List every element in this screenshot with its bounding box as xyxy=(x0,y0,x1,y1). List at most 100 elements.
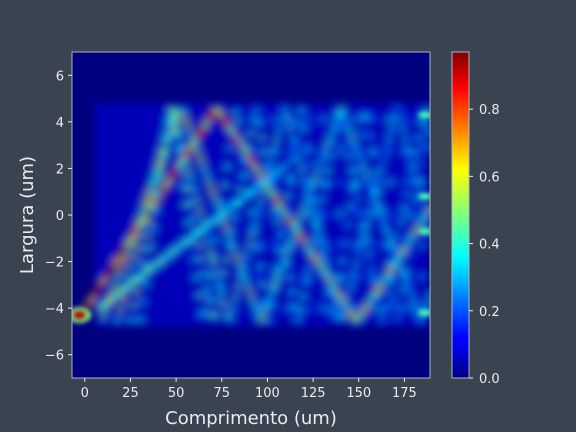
field-blob xyxy=(153,176,163,184)
field-blob xyxy=(135,316,145,323)
field-blob xyxy=(351,167,361,174)
field-blob xyxy=(420,141,430,148)
field-blob xyxy=(125,316,135,323)
field-blob xyxy=(287,288,297,296)
field-blob xyxy=(350,178,363,187)
field-blob xyxy=(230,247,240,254)
field-blob xyxy=(310,198,320,205)
field-blob xyxy=(112,277,122,284)
field-blob xyxy=(230,109,240,116)
field-blob xyxy=(350,115,363,124)
field-blob xyxy=(115,306,125,313)
field-blob xyxy=(373,187,383,194)
field-blob xyxy=(246,291,256,298)
field-blob xyxy=(383,115,396,124)
field-blob xyxy=(227,228,237,235)
field-blob xyxy=(269,283,279,290)
colorbar-tick-label: 0.0 xyxy=(479,372,500,387)
field-blob xyxy=(369,279,379,286)
field-blob xyxy=(357,130,367,138)
field-blob xyxy=(235,186,245,193)
field-blob xyxy=(178,183,188,190)
field-blob xyxy=(184,219,194,227)
field-blob xyxy=(296,107,306,114)
field-blob xyxy=(129,253,139,261)
field-blob xyxy=(255,263,265,270)
field-blob xyxy=(367,241,380,250)
field-blob xyxy=(304,265,314,272)
field-blob xyxy=(262,162,272,170)
field-blob xyxy=(195,292,205,299)
field-blob xyxy=(291,138,301,145)
field-blob xyxy=(408,295,418,302)
field-blob xyxy=(205,297,215,305)
field-blob xyxy=(367,209,380,218)
field-blob xyxy=(321,260,331,268)
field-blob xyxy=(137,298,147,305)
field-blob xyxy=(173,147,183,154)
field-blob xyxy=(197,159,207,166)
field-blob xyxy=(400,209,413,218)
input-spot xyxy=(73,311,86,320)
colorbar-ticks: 0.0 0.2 0.4 0.6 0.8 xyxy=(469,103,500,387)
field-blob xyxy=(350,141,360,148)
field-blob xyxy=(427,204,430,211)
field-blob xyxy=(304,192,314,199)
field-blob xyxy=(159,153,169,160)
field-blob xyxy=(378,214,388,222)
field-blob xyxy=(230,214,240,221)
field-blob xyxy=(391,251,401,258)
field-blob xyxy=(383,304,396,313)
field-blob xyxy=(140,280,150,287)
field-blob xyxy=(268,146,281,155)
field-blob xyxy=(236,136,246,143)
field-blob xyxy=(346,203,356,210)
field-blob xyxy=(301,304,314,313)
x-tick-label: 50 xyxy=(168,386,185,401)
field-blob xyxy=(334,209,347,218)
field-blob xyxy=(198,217,208,225)
field-blob xyxy=(318,178,331,187)
field-blob xyxy=(411,195,421,203)
field-blob xyxy=(283,192,293,200)
field-blob xyxy=(367,265,377,272)
x-tick-label: 125 xyxy=(301,386,326,401)
field-blob xyxy=(318,115,331,124)
field-blob xyxy=(416,272,429,281)
field-blob xyxy=(416,209,429,218)
field-blob xyxy=(222,163,232,171)
field-blob xyxy=(398,125,408,133)
colorbar-gradient xyxy=(451,51,470,379)
field-blob xyxy=(263,317,273,325)
field-blob xyxy=(334,304,347,313)
field-blob xyxy=(243,283,253,291)
field-blob xyxy=(346,282,356,290)
field-blob xyxy=(299,125,309,133)
field-blob xyxy=(285,304,298,313)
field-blob xyxy=(358,163,368,170)
y-tick-label: 0 xyxy=(56,209,64,224)
field-blob xyxy=(406,157,416,164)
field-intensity-layer xyxy=(72,103,430,327)
field-blob xyxy=(354,251,364,258)
field-blob xyxy=(257,134,267,142)
field-blob xyxy=(243,144,253,151)
field-blob xyxy=(277,229,287,236)
field-blob xyxy=(301,178,314,187)
field-blob xyxy=(318,304,331,313)
field-blob xyxy=(392,314,402,322)
field-blob xyxy=(301,241,314,250)
y-tick-label: 4 xyxy=(56,116,64,131)
field-blob xyxy=(285,241,298,250)
field-blob xyxy=(406,232,416,239)
field-blob xyxy=(350,209,363,218)
x-tick-label: 25 xyxy=(122,386,139,401)
field-blob xyxy=(217,290,227,298)
field-blob xyxy=(301,272,314,281)
field-blob xyxy=(203,290,213,298)
field-blob xyxy=(416,146,429,155)
field-blob xyxy=(288,156,298,163)
field-blob xyxy=(211,236,221,243)
field-blob xyxy=(281,162,291,169)
field-blob xyxy=(260,309,270,317)
